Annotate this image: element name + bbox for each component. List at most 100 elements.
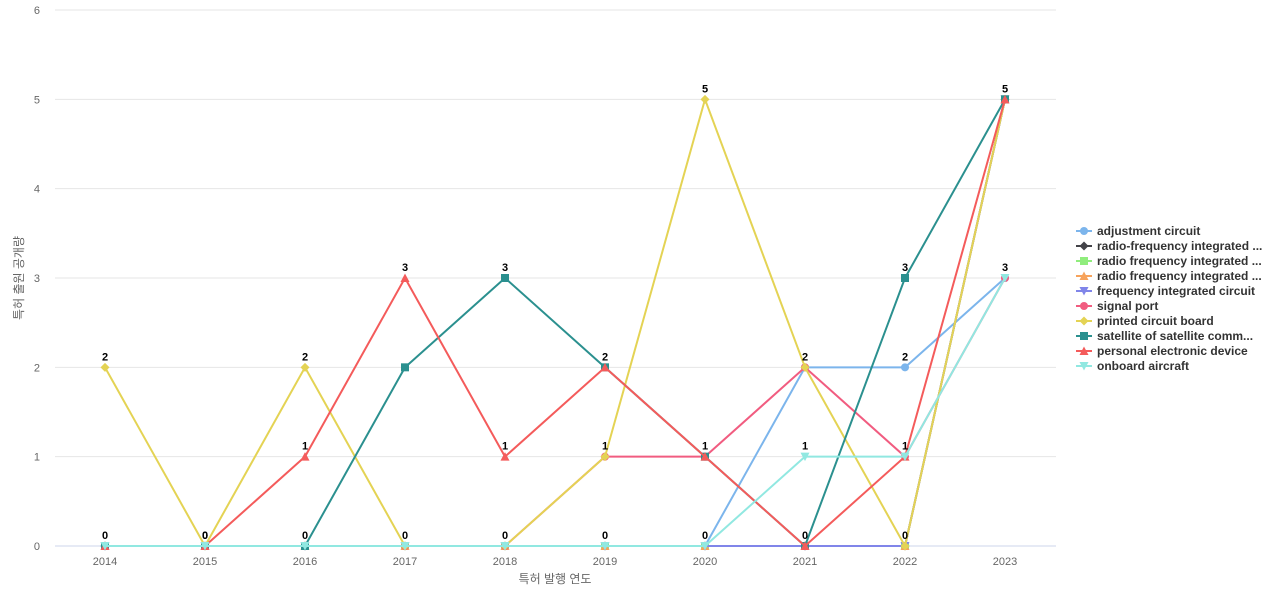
x-tick-label: 2017 [393, 556, 417, 568]
data-label: 5 [702, 83, 708, 95]
data-label: 0 [502, 530, 508, 542]
data-label: 1 [302, 441, 308, 453]
legend-item[interactable]: radio frequency integrated ... [1076, 254, 1262, 268]
data-label: 1 [602, 441, 608, 453]
series-line[interactable] [105, 98, 1006, 547]
legend-item[interactable]: onboard aircraft [1076, 359, 1189, 373]
data-label: 0 [402, 530, 408, 542]
data-point[interactable] [401, 363, 409, 372]
series-9 [100, 274, 1010, 551]
y-tick-label: 5 [34, 94, 40, 106]
data-point[interactable] [300, 542, 310, 551]
data-point[interactable] [901, 363, 909, 372]
legend-marker[interactable] [1079, 287, 1089, 296]
data-label: 3 [1002, 262, 1008, 274]
data-point[interactable] [500, 542, 510, 551]
data-point[interactable] [100, 542, 110, 551]
legend-item[interactable]: satellite of satellite comm... [1076, 329, 1253, 343]
data-point[interactable] [400, 542, 410, 551]
data-label: 1 [802, 441, 808, 453]
data-point[interactable] [1000, 274, 1010, 283]
y-tick-label: 0 [34, 541, 40, 553]
data-point[interactable] [1000, 94, 1010, 104]
data-point[interactable] [600, 362, 610, 372]
data-point[interactable] [900, 452, 910, 462]
data-point[interactable] [901, 274, 909, 282]
data-label: 0 [202, 530, 208, 542]
data-label: 0 [802, 530, 808, 542]
x-tick-label: 2020 [693, 556, 717, 568]
legend-marker[interactable] [1079, 271, 1089, 281]
legend-label: radio frequency integrated ... [1097, 254, 1262, 268]
data-point[interactable] [800, 362, 810, 372]
x-tick-label: 2021 [793, 556, 817, 568]
data-point[interactable] [200, 542, 210, 551]
legend-item[interactable]: radio frequency integrated ... [1076, 269, 1262, 283]
data-label: 2 [302, 351, 308, 363]
data-point[interactable] [800, 452, 810, 462]
legend-item[interactable]: personal electronic device [1076, 344, 1248, 358]
x-tick-label: 2022 [893, 556, 917, 568]
x-tick-label: 2015 [193, 556, 217, 568]
legend-label: signal port [1097, 299, 1158, 313]
data-label: 1 [502, 441, 508, 453]
legend-item[interactable]: frequency integrated circuit [1076, 284, 1255, 298]
data-label: 2 [602, 351, 608, 363]
data-point[interactable] [700, 94, 710, 104]
data-point[interactable] [500, 452, 510, 461]
data-label: 1 [702, 441, 708, 453]
legend-item[interactable]: radio-frequency integrated ... [1076, 239, 1262, 253]
x-tick-label: 2014 [93, 556, 117, 568]
y-axis-title: 특허 출원 공개량 [12, 236, 26, 320]
data-point[interactable] [800, 541, 810, 551]
data-point[interactable] [100, 362, 110, 372]
data-point[interactable] [600, 452, 610, 462]
data-point[interactable] [300, 362, 310, 372]
legend-item[interactable]: printed circuit board [1076, 314, 1214, 328]
legend-marker[interactable] [1079, 316, 1089, 326]
legend-marker[interactable] [1080, 332, 1088, 340]
data-point[interactable] [700, 542, 710, 551]
data-label: 0 [702, 530, 708, 542]
legend-label: printed circuit board [1097, 314, 1214, 328]
data-point[interactable] [600, 542, 610, 551]
x-tick-label: 2018 [493, 556, 517, 568]
data-label: 1 [902, 441, 908, 453]
legend-marker[interactable] [1080, 302, 1088, 310]
y-tick-label: 6 [34, 5, 40, 17]
series-line[interactable] [105, 99, 1006, 547]
data-point[interactable] [700, 452, 710, 461]
data-label: 3 [902, 262, 908, 274]
legend-item[interactable]: adjustment circuit [1076, 224, 1200, 238]
gridlines [55, 9, 1056, 547]
data-label: 3 [402, 262, 408, 274]
series-7 [101, 95, 1009, 550]
legend-marker[interactable] [1080, 227, 1088, 235]
data-point[interactable] [400, 273, 410, 283]
data-label: 2 [102, 351, 108, 363]
data-label: 0 [302, 530, 308, 542]
legend-marker[interactable] [1079, 241, 1089, 251]
data-label: 0 [202, 530, 208, 542]
legend-marker[interactable] [1079, 362, 1089, 371]
data-label: 2 [902, 351, 908, 363]
data-point[interactable] [300, 452, 310, 461]
legend-label: radio-frequency integrated ... [1097, 239, 1262, 253]
y-tick-label: 2 [34, 362, 40, 374]
data-label: 2 [802, 351, 808, 363]
x-tick-label: 2019 [593, 556, 617, 568]
legend-marker[interactable] [1080, 257, 1088, 265]
legend-label: satellite of satellite comm... [1097, 329, 1253, 343]
data-point[interactable] [501, 274, 509, 282]
legend-marker[interactable] [1079, 346, 1089, 356]
legend-label: radio frequency integrated ... [1097, 269, 1262, 283]
data-label: 0 [902, 530, 908, 542]
data-point[interactable] [900, 541, 910, 551]
legend-label: personal electronic device [1097, 344, 1248, 358]
legend-item[interactable]: signal port [1076, 299, 1158, 313]
x-axis-title: 특허 발행 연도 [519, 571, 592, 586]
series-line[interactable] [105, 277, 1006, 547]
